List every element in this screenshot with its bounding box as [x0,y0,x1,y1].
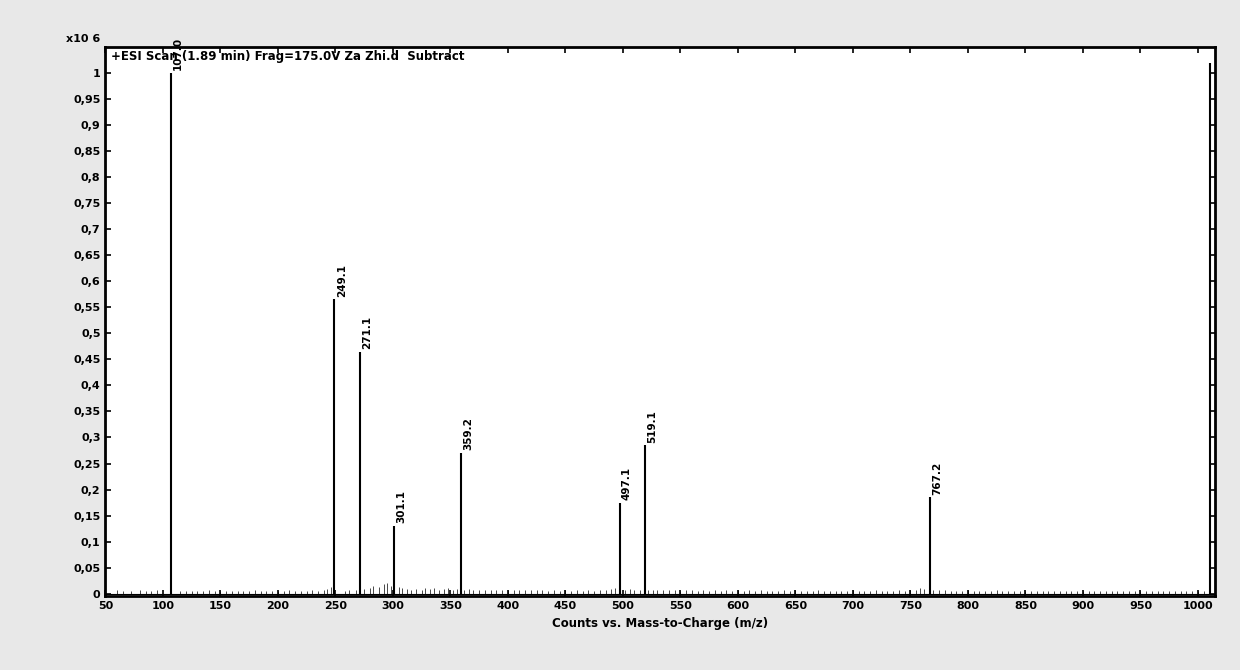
Text: 359.2: 359.2 [464,417,474,450]
Text: 271.1: 271.1 [362,316,372,349]
Text: 301.1: 301.1 [397,490,407,523]
Text: +ESI Scan (1.89 min) Frag=175.0V Za Zhi.d  Subtract: +ESI Scan (1.89 min) Frag=175.0V Za Zhi.… [110,50,465,63]
Text: 497.1: 497.1 [622,467,632,500]
Text: 519.1: 519.1 [647,410,657,443]
Text: 107.0: 107.0 [174,38,184,70]
Text: 249.1: 249.1 [337,264,347,297]
Text: 767.2: 767.2 [932,462,942,494]
Text: x10 6: x10 6 [66,34,100,44]
X-axis label: Counts vs. Mass-to-Charge (m/z): Counts vs. Mass-to-Charge (m/z) [552,616,769,630]
